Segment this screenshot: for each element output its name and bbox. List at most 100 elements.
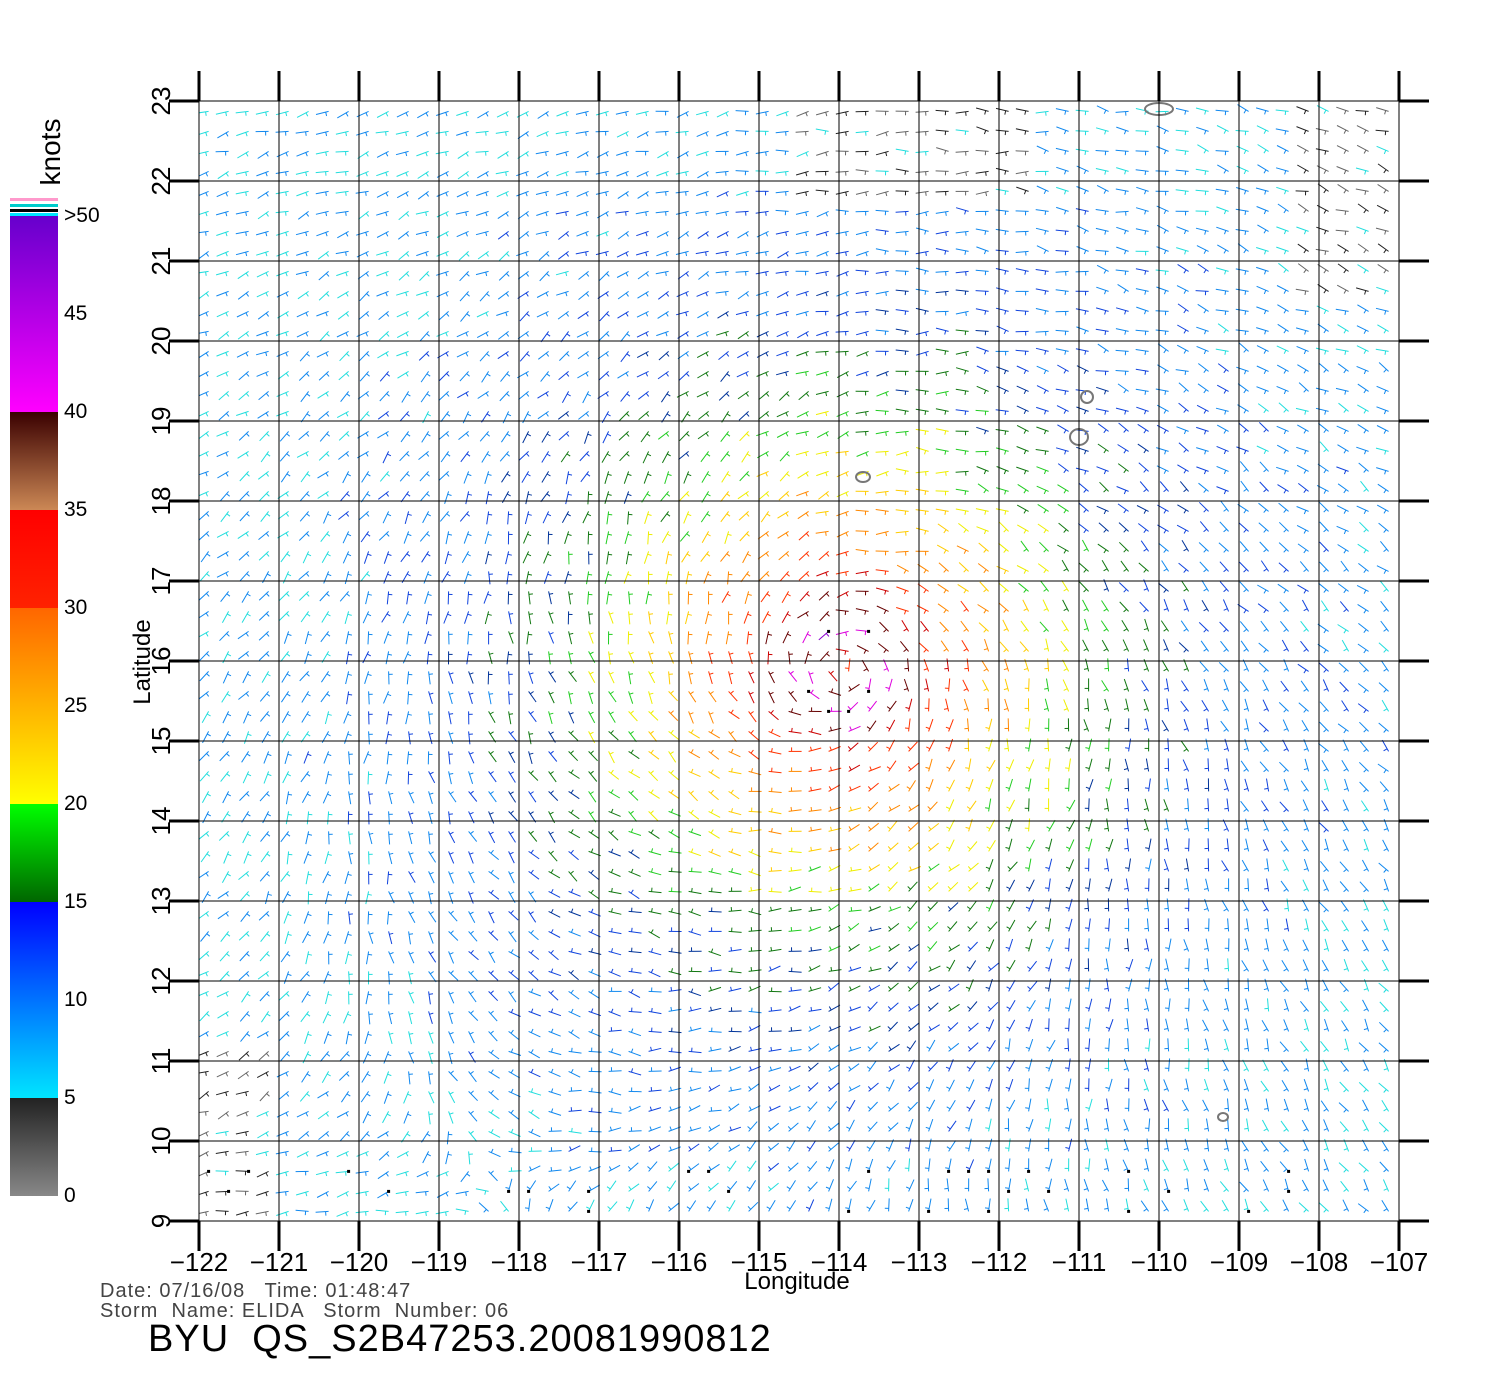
wind-vector-barb: [1243, 450, 1247, 455]
wind-vector: [507, 511, 510, 525]
wind-vector-barb: [1004, 490, 1007, 495]
wind-vector-barb: [368, 953, 373, 956]
wind-vector: [828, 1179, 834, 1192]
wind-vector: [298, 431, 309, 441]
wind-vector-barb: [651, 907, 653, 913]
wind-vector: [1096, 505, 1109, 512]
wind-vector: [578, 411, 589, 420]
rain-flag-marker: [727, 1189, 731, 1193]
wind-vector-barb: [206, 653, 210, 657]
wind-vector-barb: [805, 492, 808, 497]
wind-vector: [687, 631, 690, 645]
wind-vector-barb: [828, 866, 832, 871]
wind-vector: [217, 1010, 229, 1019]
wind-vector-barb: [509, 871, 514, 875]
wind-vector-barb: [369, 832, 374, 835]
wind-vector: [868, 842, 879, 852]
wind-vector-barb: [706, 553, 711, 557]
wind-vector: [588, 791, 597, 803]
wind-vector-barb: [590, 968, 594, 973]
wind-vector-barb: [1006, 1006, 1011, 1010]
wind-vector-barb: [509, 791, 514, 795]
wind-vector-barb: [1363, 509, 1367, 515]
wind-vector: [1240, 800, 1249, 812]
wind-vector-barb: [1063, 708, 1068, 711]
wind-vector-barb: [963, 589, 967, 594]
wind-vector: [968, 882, 979, 892]
wind-vector-barb: [1164, 907, 1169, 910]
wind-vector: [240, 1031, 249, 1042]
wind-vector-barb: [1143, 628, 1148, 631]
wind-vector-barb: [425, 1211, 427, 1216]
wind-vector-barb: [945, 746, 950, 749]
wind-vector: [568, 1145, 581, 1152]
wind-vector-barb: [490, 1069, 494, 1074]
wind-vector-barb: [305, 432, 310, 437]
wind-vector: [528, 951, 540, 960]
wind-vector: [848, 1180, 857, 1192]
wind-vector: [199, 511, 209, 521]
wind-vector: [1221, 900, 1230, 912]
wind-vector-barb: [464, 1210, 467, 1215]
wind-vector-barb: [1303, 988, 1309, 990]
wind-vector-barb: [449, 831, 454, 835]
wind-vector-barb: [924, 410, 927, 415]
wind-vector-barb: [1263, 748, 1268, 753]
wind-vector-barb: [750, 826, 753, 832]
wind-vector-barb: [285, 1151, 287, 1156]
wind-vector-barb: [964, 450, 967, 455]
wind-vector-barb: [1005, 1187, 1010, 1189]
wind-vector-barb: [1123, 449, 1127, 454]
wind-vector: [422, 1151, 430, 1164]
wind-vector: [568, 890, 581, 897]
wind-vector-barb: [948, 946, 952, 951]
wind-vector: [1378, 982, 1389, 992]
wind-vector-barb: [570, 829, 574, 834]
wind-vector: [448, 691, 453, 705]
wind-vector: [528, 611, 532, 625]
wind-vector-barb: [825, 633, 830, 637]
wind-vector: [238, 1051, 249, 1061]
wind-vector-barb: [347, 873, 352, 876]
wind-vector: [1279, 801, 1289, 812]
wind-vector: [259, 791, 269, 802]
wind-vector: [768, 1199, 776, 1212]
wind-vector-barb: [529, 733, 534, 735]
wind-vector-barb: [1104, 827, 1109, 830]
wind-vector-barb: [1343, 868, 1347, 873]
wind-vector-barb: [947, 906, 952, 910]
wind-vector-barb: [1263, 609, 1267, 614]
wind-vector: [1057, 484, 1069, 492]
wind-vector: [222, 711, 230, 724]
wind-vector: [1227, 1098, 1230, 1112]
wind-vector: [525, 491, 530, 505]
wind-vector-barb: [510, 810, 514, 814]
wind-vector: [216, 530, 229, 538]
wind-vector: [1068, 1078, 1072, 1092]
wind-vector-barb: [266, 793, 270, 797]
wind-vector-barb: [429, 732, 434, 735]
wind-vector: [1302, 799, 1310, 812]
wind-vector-barb: [1363, 488, 1368, 492]
wind-vector-barb: [1063, 469, 1067, 474]
wind-vector: [848, 1026, 861, 1032]
wind-vector-barb: [886, 706, 891, 710]
wind-vector: [888, 820, 898, 832]
wind-vector: [468, 1151, 471, 1165]
wind-vector: [1115, 407, 1129, 412]
wind-vector: [628, 870, 641, 877]
wind-vector: [348, 911, 351, 925]
wind-vector: [283, 971, 290, 984]
wind-vector-barb: [1323, 1048, 1328, 1052]
wind-vector: [378, 531, 389, 541]
wind-vector: [1118, 541, 1129, 552]
wind-vector-barb: [1183, 608, 1188, 611]
wind-vector-barb: [985, 807, 990, 809]
wind-vector: [788, 1122, 799, 1132]
wind-vector: [1158, 542, 1169, 552]
wind-vector-barb: [529, 911, 534, 915]
wind-vector-barb: [347, 713, 352, 717]
wind-vector: [1356, 584, 1369, 592]
wind-vector: [984, 638, 990, 652]
wind-vector: [1382, 1179, 1390, 1192]
